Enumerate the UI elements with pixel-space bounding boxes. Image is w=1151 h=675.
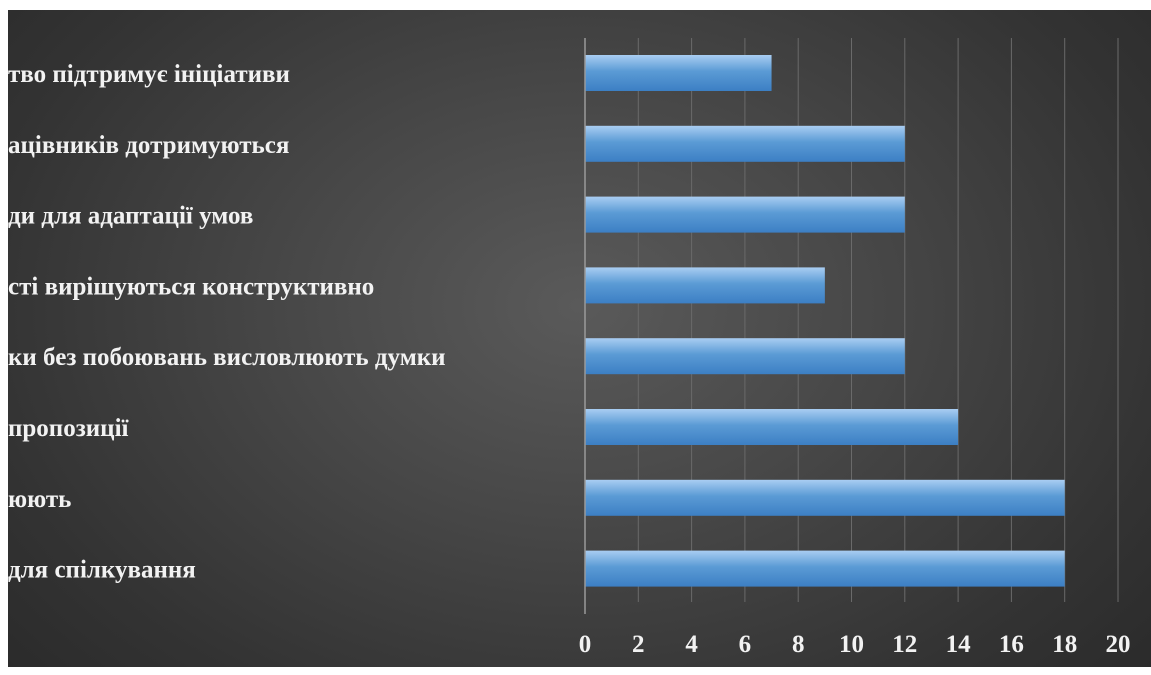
value-axis: 0 2 4 6 8 10 12 14 16 18 20 bbox=[579, 38, 1131, 658]
bar-chart: 0 2 4 6 8 10 12 14 16 18 20 тво підтримує ініціати… bbox=[8, 38, 1131, 658]
bars bbox=[585, 55, 1065, 587]
x-tick-label-18: 18 bbox=[1052, 631, 1077, 658]
bar-4 bbox=[585, 267, 825, 304]
category-label-5: ки без побоювань висловлюють думки bbox=[8, 344, 446, 371]
x-tick-label-8: 8 bbox=[792, 631, 805, 658]
x-tick-label-4: 4 bbox=[685, 631, 698, 658]
bar-8 bbox=[585, 550, 1065, 587]
bar-3 bbox=[585, 196, 905, 233]
bar-6 bbox=[585, 409, 959, 445]
gridlines bbox=[637, 38, 1119, 602]
x-tick-label-2: 2 bbox=[632, 631, 645, 658]
category-label-1: тво підтримує ініціативи bbox=[8, 61, 290, 88]
category-label-7: юють bbox=[8, 486, 71, 513]
bar-5 bbox=[585, 338, 905, 375]
x-tick-label-14: 14 bbox=[946, 631, 972, 658]
category-label-4: сті вирішуються конструктивно bbox=[8, 273, 374, 300]
category-label-6: пропозиції bbox=[8, 415, 130, 442]
category-label-3: ди для адаптації умов bbox=[8, 203, 253, 230]
category-labels: тво підтримує ініціативи ацівників дотрим… bbox=[8, 61, 446, 584]
bar-7 bbox=[585, 479, 1065, 516]
x-tick-label-0: 0 bbox=[579, 631, 592, 658]
x-tick-label-12: 12 bbox=[892, 631, 917, 658]
chart-area: 0 2 4 6 8 10 12 14 16 18 20 тво підтримує ініціати… bbox=[8, 10, 1151, 667]
x-tick-label-20: 20 bbox=[1106, 631, 1131, 658]
x-tick-label-10: 10 bbox=[839, 631, 864, 658]
category-label-8: для спілкування bbox=[8, 557, 196, 584]
x-tick-label-16: 16 bbox=[999, 631, 1024, 658]
x-tick-label-6: 6 bbox=[739, 631, 752, 658]
bar-1 bbox=[585, 55, 772, 91]
bar-2 bbox=[585, 125, 905, 162]
category-label-2: ацівників дотримуються bbox=[8, 132, 289, 159]
